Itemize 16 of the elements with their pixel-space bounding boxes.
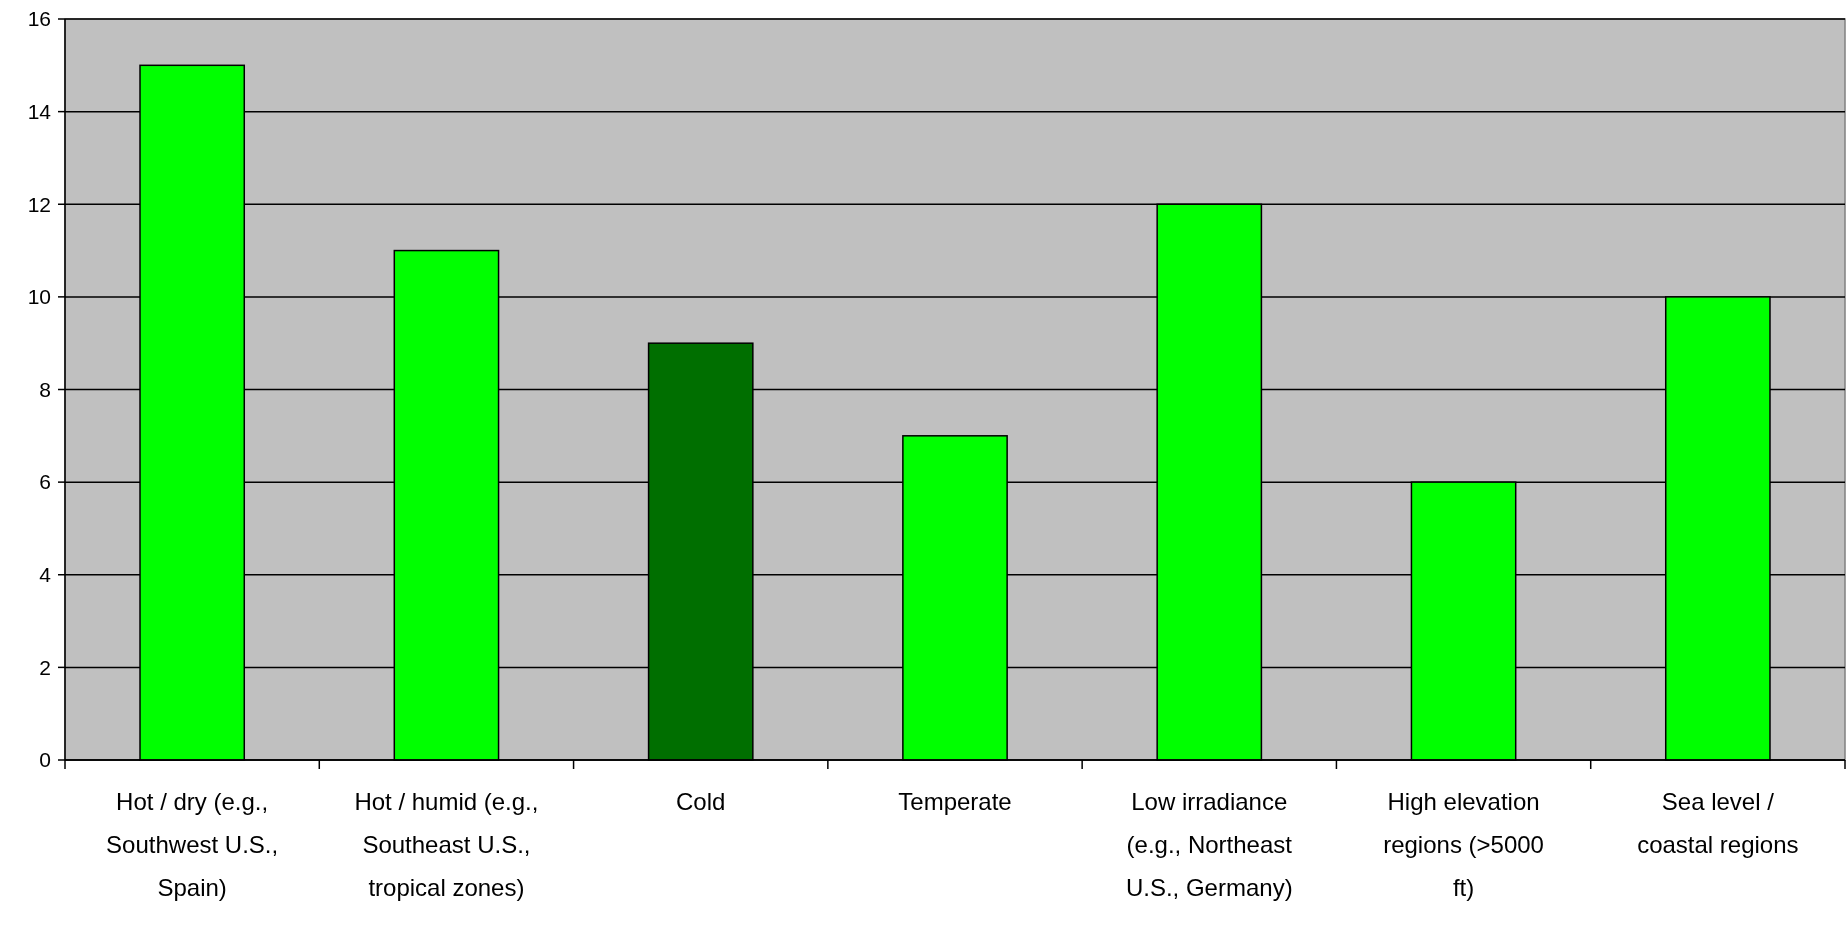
y-tick-label: 14 xyxy=(27,99,52,123)
x-tick-label: Sea level / coastal regions xyxy=(1637,788,1799,858)
y-tick-label: 0 xyxy=(39,748,51,772)
y-tick-label: 6 xyxy=(39,470,51,494)
y-tick-label: 12 xyxy=(27,192,51,216)
y-tick-label: 10 xyxy=(27,285,51,309)
y-tick-label: 8 xyxy=(39,377,51,401)
x-tick-label: Cold xyxy=(676,788,726,815)
y-tick-label: 2 xyxy=(39,655,51,679)
x-tick-label: Hot / dry (e.g., Southwest U.S., Spain) xyxy=(106,788,279,901)
x-tick-label: Hot / humid (e.g., Southeast U.S., tropical zones) xyxy=(354,788,539,901)
x-tick-label: Temperate xyxy=(898,788,1012,815)
x-tick-label: High elevation regions (>5000 ft) xyxy=(1383,788,1544,901)
y-tick-label: 4 xyxy=(39,563,52,587)
x-tick-label: Low irradiance (e.g., Northeast U.S., Germany) xyxy=(1125,788,1293,901)
y-tick-label: 16 xyxy=(27,7,51,31)
